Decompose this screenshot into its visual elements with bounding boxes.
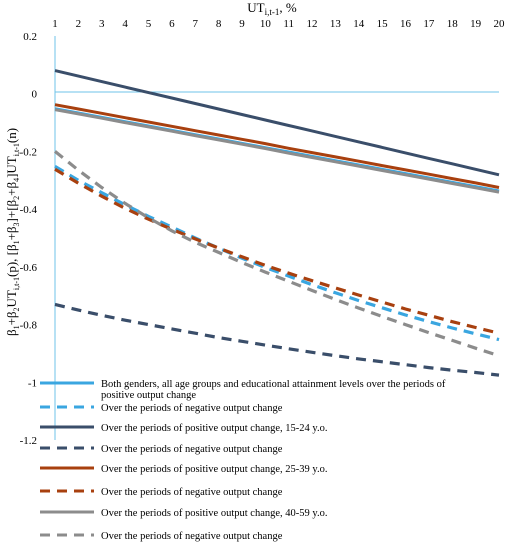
x-tick-label: 1 (52, 18, 58, 30)
x-tick-label: 4 (122, 18, 128, 30)
y-tick-label: 0.2 (23, 31, 37, 43)
y-tick-label: -0.6 (20, 262, 38, 274)
legend-label: Both genders, all age groups and educati… (101, 379, 446, 401)
x-tick-label: 9 (239, 18, 245, 30)
y-tick-label: -0.2 (20, 146, 37, 158)
legend-label: Over the periods of negative output chan… (101, 487, 283, 498)
x-tick-label: 5 (146, 18, 152, 30)
y-tick-label: -0.8 (20, 320, 38, 332)
x-tick-label: 7 (192, 18, 198, 30)
x-tick-label: 16 (400, 18, 412, 30)
series-line-5 (54, 103, 500, 189)
series-lines (53, 69, 500, 377)
x-tick-label: 3 (99, 18, 105, 30)
legend-label: Over the periods of positive output chan… (101, 464, 327, 475)
x-tick-label: 8 (216, 18, 222, 30)
y-tick-label: 0 (32, 89, 38, 101)
x-tick-label: 2 (76, 18, 82, 30)
series-line-4 (54, 302, 500, 377)
x-tick-label: 17 (423, 18, 435, 30)
y-tick-label: -0.4 (20, 204, 38, 216)
x-tick-label: 19 (470, 18, 482, 30)
series-line-3 (54, 69, 500, 177)
series-line-6 (54, 167, 500, 335)
legend-label: Over the periods of negative output chan… (101, 444, 283, 455)
x-tick-label: 6 (169, 18, 175, 30)
series-line-8 (53, 150, 500, 358)
y-axis-title: β1+β2UTi,t-1(p), [β1+β3]+[β2+β4]UTi,t-1(… (4, 128, 21, 336)
x-axis-title: UTi,t-1, % (247, 0, 297, 17)
y-tick-label: -1 (28, 377, 37, 389)
legend-label: Over the periods of positive output chan… (101, 508, 327, 519)
x-tick-label: 11 (283, 18, 294, 30)
x-tick-label: 13 (330, 18, 342, 30)
series-line-2 (54, 165, 500, 342)
legend-label: Over the periods of positive output chan… (101, 423, 327, 434)
x-tick-labels: 1 2 3 4 5 6 7 8 9 10 11 12 13 14 15 16 17 18 19 20 (52, 18, 505, 30)
x-tick-label: 14 (353, 18, 365, 30)
x-tick-label: 18 (447, 18, 459, 30)
y-tick-labels: 0.2 0 -0.2 -0.4 -0.6 -0.8 -1 -1.2 (20, 31, 38, 447)
legend-label: Over the periods of negative output chan… (101, 403, 283, 414)
x-tick-label: 12 (307, 18, 318, 30)
x-tick-label: 10 (260, 18, 272, 30)
legend: Both genders, all age groups and educati… (40, 379, 446, 542)
y-tick-label: -1.2 (20, 435, 37, 447)
legend-label: Over the periods of negative output chan… (101, 531, 283, 542)
x-tick-label: 20 (494, 18, 506, 30)
x-tick-label: 15 (377, 18, 389, 30)
series-line-7 (54, 108, 500, 194)
